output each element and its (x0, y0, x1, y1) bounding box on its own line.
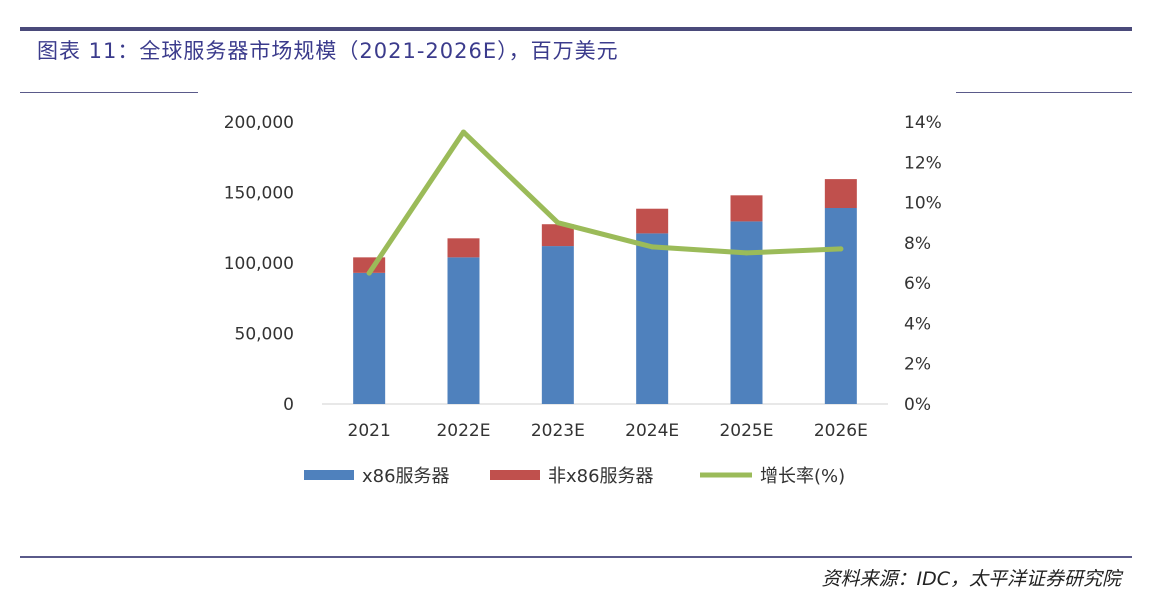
legend-label-non-x86: 非x86服务器 (548, 466, 654, 487)
x-tick-label: 2022E (436, 421, 490, 441)
right-tick-label: 2% (904, 355, 931, 375)
growth-point (366, 270, 372, 276)
growth-point (838, 246, 844, 252)
growth-line-group (366, 129, 844, 276)
right-axis-ticks: 0% 2% 4% 6% 8% 10% 12% 14% (904, 113, 942, 415)
legend: x86服务器 非x86服务器 增长率(%) (304, 466, 845, 487)
legend-label-x86: x86服务器 (362, 466, 450, 487)
x-tick-label: 2024E (625, 421, 679, 441)
growth-line (366, 129, 844, 276)
x-tick-label: 2026E (814, 421, 868, 441)
right-tick-label: 8% (904, 234, 931, 254)
legend-label-growth: 增长率(%) (760, 466, 845, 487)
right-tick-label: 0% (904, 395, 931, 415)
bottom-rule (20, 556, 1132, 558)
left-tick-label: 150,000 (224, 184, 294, 204)
left-tick-label: 0 (283, 395, 294, 415)
x-tick-label: 2025E (719, 421, 773, 441)
bar-x86 (447, 257, 480, 404)
left-axis-ticks: 0 50,000 100,000 150,000 200,000 (224, 113, 294, 415)
x-axis-labels: 2021 2022E 2023E 2024E 2025E 2026E (348, 421, 868, 441)
growth-point (555, 220, 561, 226)
growth-point (461, 129, 466, 135)
bar-non-x86 (636, 208, 669, 234)
source-note: 资料来源：IDC，太平洋证券研究院 (821, 568, 1121, 590)
bar-x86 (353, 272, 386, 404)
left-tick-label: 100,000 (224, 254, 294, 274)
right-tick-label: 12% (904, 153, 942, 173)
x-tick-label: 2023E (531, 421, 585, 441)
bar-x86 (824, 208, 857, 404)
growth-point (744, 250, 749, 256)
title-underline-right (956, 92, 1132, 93)
bar-non-x86 (541, 224, 574, 247)
title-underline-left (20, 92, 198, 93)
right-tick-label: 6% (904, 274, 931, 294)
x-tick-label: 2021 (348, 421, 391, 441)
right-tick-label: 14% (904, 113, 942, 133)
left-tick-label: 50,000 (235, 325, 294, 345)
right-tick-label: 4% (904, 314, 931, 334)
bar-non-x86 (447, 238, 480, 258)
bar-x86 (730, 221, 763, 404)
bars (353, 179, 857, 404)
right-tick-label: 10% (904, 194, 942, 214)
legend-swatch-non-x86 (490, 470, 540, 480)
page-title: 图表 11：全球服务器市场规模（2021-2026E），百万美元 (37, 39, 619, 63)
legend-swatch-x86 (304, 470, 354, 480)
growth-point (649, 244, 655, 250)
bar-x86 (636, 233, 669, 404)
bar-non-x86 (730, 195, 763, 222)
bar-x86 (541, 246, 574, 404)
top-rule (20, 27, 1132, 31)
bar-non-x86 (824, 179, 857, 209)
left-tick-label: 200,000 (224, 113, 294, 133)
